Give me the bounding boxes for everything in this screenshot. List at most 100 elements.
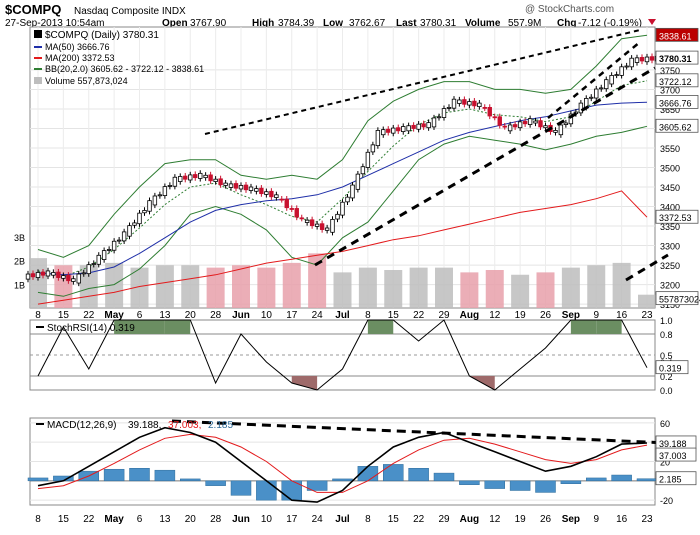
date-label-top: 28 (210, 310, 222, 321)
candle-body (421, 123, 426, 128)
candle-body (522, 121, 528, 125)
volume-bar (561, 267, 580, 308)
date-label-top: 29 (438, 310, 450, 321)
candle-body (299, 217, 304, 220)
candle-body (40, 271, 46, 276)
price-badge (655, 118, 699, 133)
candle-body (45, 270, 51, 277)
date-label-bottom: 22 (83, 514, 95, 525)
candle-body (330, 219, 335, 233)
stochrsi-line (37, 319, 648, 391)
legend-ma50: MA(50) 3666.76 (45, 42, 110, 52)
legend-macd-value: 39.188, (128, 420, 161, 431)
candle-body (248, 186, 254, 191)
candle-body (649, 56, 655, 61)
candle-body (436, 116, 442, 119)
macd-histogram-bar (332, 478, 353, 482)
macd-histogram-bar (230, 480, 252, 496)
legend-stochrsi: StochRSI(14) 0.319 (47, 323, 135, 334)
price-tick-label: 3450 (660, 183, 680, 193)
price-badge-label: 557873024 (659, 295, 700, 305)
date-label-bottom: 12 (489, 514, 501, 525)
quote-label: High (252, 18, 274, 29)
candle-body (319, 223, 325, 230)
candle-body (533, 120, 538, 124)
price-badge (655, 291, 699, 306)
date-label-top: 24 (312, 310, 324, 321)
quote-value: 3767.90 (190, 18, 227, 29)
volume-bar (333, 272, 352, 308)
candle-body (381, 129, 386, 136)
price-tick-label: 3400 (660, 203, 680, 213)
candle-body (639, 57, 645, 62)
date-label-bottom: 20 (185, 514, 197, 525)
price-tick-label: 3550 (660, 144, 680, 154)
price-badge-label: 3838.61 (659, 31, 692, 41)
candle-body (66, 274, 71, 282)
candle-body (132, 222, 137, 226)
quote-label: Chg (557, 18, 576, 29)
macd-histogram-bar (509, 480, 531, 491)
candle-body (198, 172, 203, 179)
candle-body (147, 200, 152, 212)
legend-signal-value: 37.003, (168, 420, 201, 431)
volume-bar (536, 272, 555, 308)
candle-body (259, 187, 264, 195)
price-badge-label: 3372.53 (659, 213, 692, 223)
price-badge (655, 50, 699, 65)
candle-body (61, 275, 66, 279)
price-badge (655, 95, 699, 109)
candle-body (233, 183, 239, 189)
stoch-oversold-fill (291, 376, 318, 390)
candle-body (91, 263, 96, 265)
candle-body (81, 272, 86, 275)
legend-swatch-price (34, 30, 42, 38)
stoch-tick-label: 0.2 (660, 372, 673, 382)
candle-body (238, 185, 244, 190)
candle-body (365, 151, 371, 168)
candle-body (350, 184, 355, 199)
candle-body (254, 188, 259, 192)
macd-tick-label: -20 (660, 496, 673, 506)
quote-value: 557.9M (508, 18, 541, 29)
candle-body (56, 271, 61, 278)
legend-bb: BB(20,2.0) 3605.62 - 3722.12 - 3838.61 (45, 64, 204, 74)
legend-hist-value: 2.185 (208, 420, 233, 431)
price-badge (655, 27, 699, 42)
candle-body (183, 175, 188, 180)
date-label-top: 22 (413, 310, 425, 321)
candle-body (25, 273, 31, 280)
date-label-bottom: Aug (460, 514, 479, 525)
stoch-overbought-fill (164, 320, 191, 334)
price-tick-label: 3650 (660, 105, 680, 115)
price-tick-label: 3350 (660, 222, 680, 232)
quote-value: 3784.39 (278, 18, 315, 29)
date-label-top: 16 (616, 310, 628, 321)
price-tick-label: 3250 (660, 261, 680, 271)
legend-ma200: MA(200) 3372.53 (45, 53, 115, 63)
date-label-bottom: 8 (35, 514, 41, 525)
date-label-top: 15 (58, 310, 70, 321)
candle-body (228, 183, 234, 188)
date-label-bottom: 23 (641, 514, 653, 525)
candle-body (512, 124, 518, 128)
volume-bar (435, 267, 453, 308)
date-label-top: Aug (460, 310, 479, 321)
candle-body (406, 125, 411, 132)
candle-body (289, 208, 294, 210)
macd-histogram-bar (611, 474, 632, 482)
price-tick-label: 3300 (660, 242, 680, 252)
macd-histogram-bar (408, 468, 429, 482)
macd-histogram-bar (535, 480, 556, 493)
candle-body (507, 124, 513, 132)
date-label-top: 6 (137, 310, 143, 321)
candle-body (451, 98, 457, 109)
candle-body (167, 185, 173, 187)
stoch-tick-label: 0.8 (660, 330, 673, 340)
candle-body (543, 125, 548, 129)
quote-value: -7.12 (-0.19%) (578, 18, 642, 29)
candle-body (619, 66, 624, 76)
quote-label: Volume (465, 18, 501, 29)
